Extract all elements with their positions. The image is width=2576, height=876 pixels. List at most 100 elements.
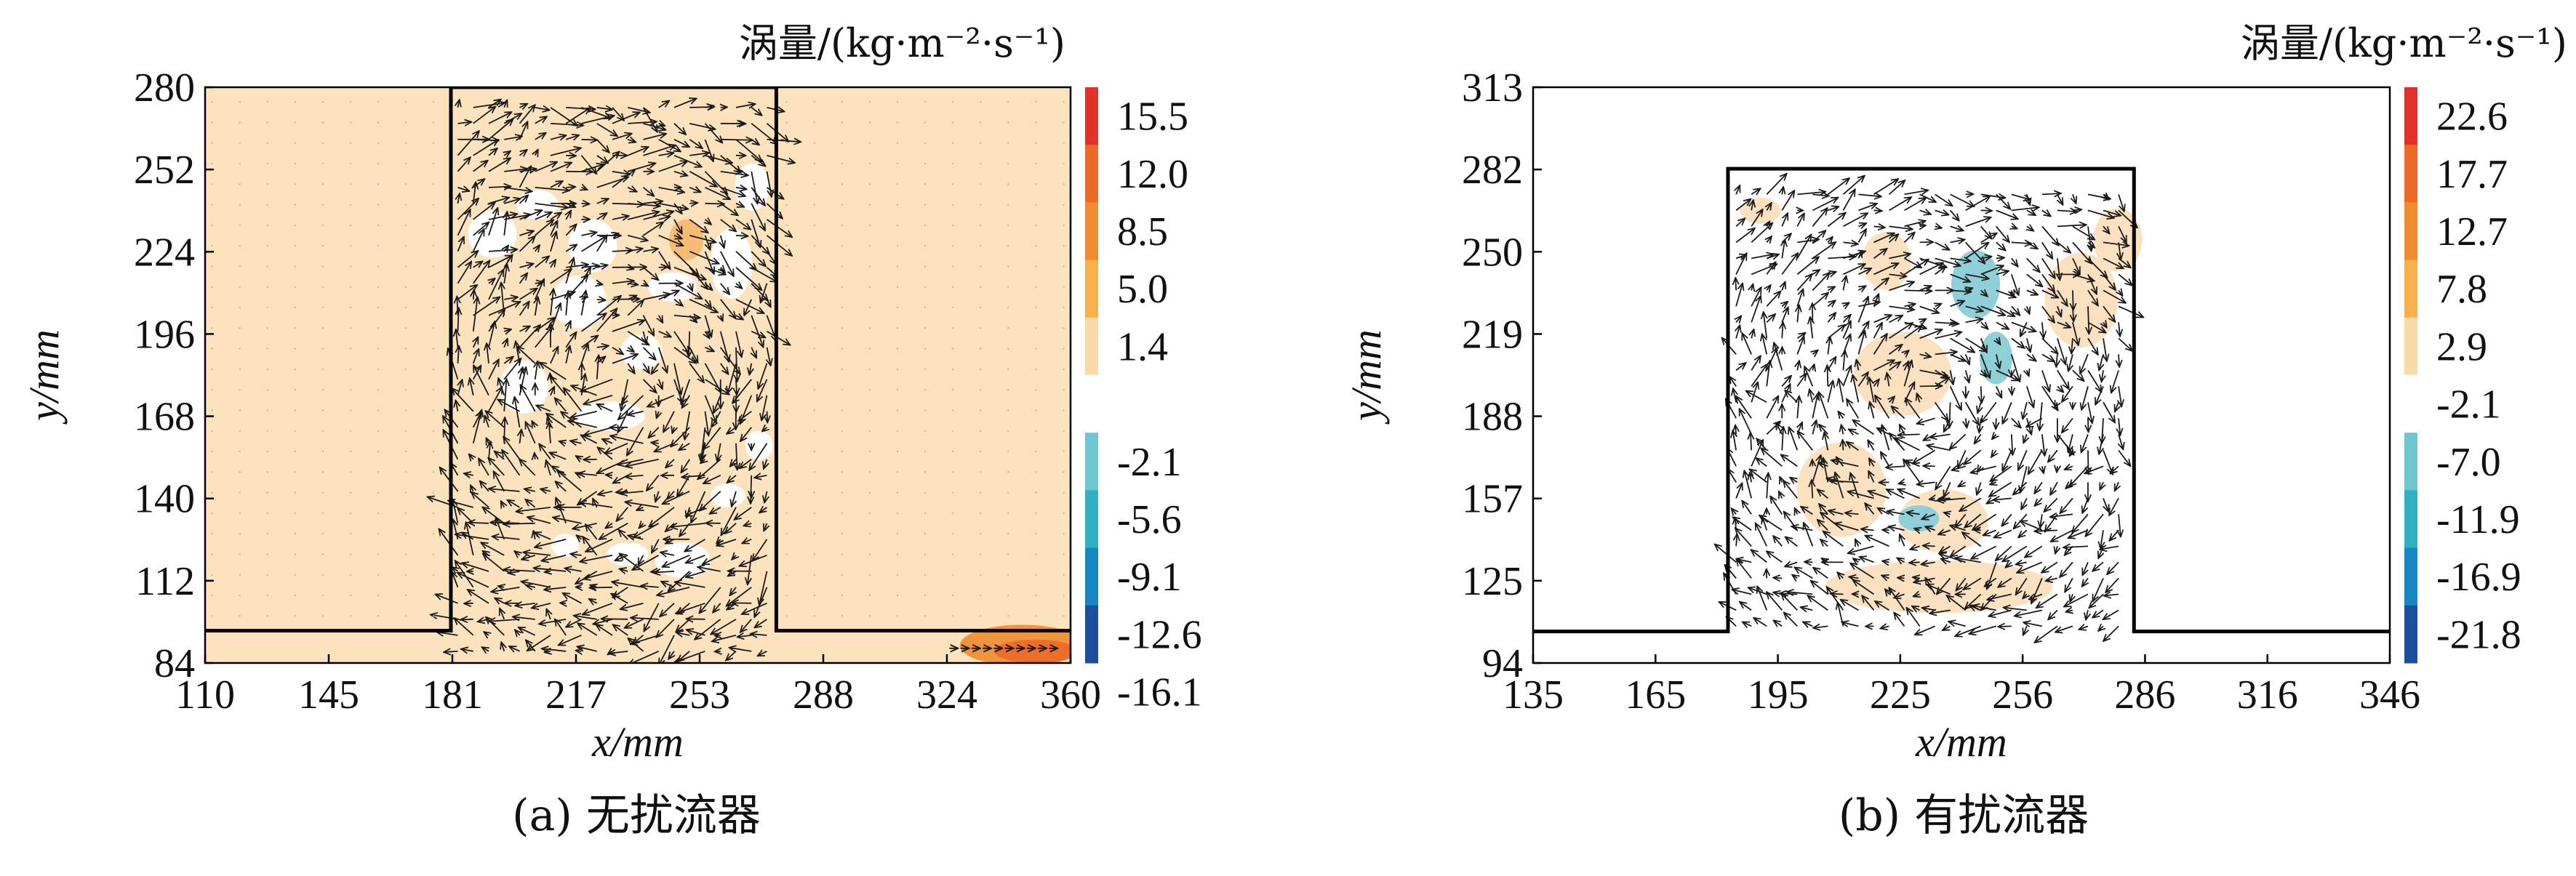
- vector-arrow: [658, 235, 684, 246]
- vector-arrow: [751, 251, 766, 267]
- wall-dot: [1007, 306, 1009, 309]
- wall-dot: [841, 553, 844, 555]
- vector-arrow: [1751, 296, 1761, 323]
- wall-dot: [896, 183, 899, 185]
- vector-arrow: [489, 489, 520, 491]
- x-tick-label: 346: [2359, 672, 2420, 718]
- vector-arrow: [535, 202, 568, 208]
- wall-dot: [211, 574, 213, 576]
- vector-arrow: [1749, 469, 1767, 483]
- wall-dot: [432, 512, 435, 515]
- colorbar-swatch: [2404, 433, 2417, 491]
- colorbar-swatch: [2404, 260, 2417, 318]
- vector-arrow: [627, 295, 636, 299]
- vector-arrow: [541, 554, 567, 561]
- y-tick-label: 125: [1462, 559, 1523, 604]
- wall-dot: [377, 389, 380, 391]
- vector-arrow: [659, 635, 675, 663]
- wall-dot: [785, 512, 788, 515]
- wall-dot: [294, 450, 296, 453]
- wall-dot: [294, 162, 296, 165]
- wall-dot: [813, 533, 815, 535]
- vector-arrow: [457, 193, 460, 204]
- wall-dot: [813, 265, 815, 268]
- wall-dot: [785, 389, 788, 391]
- wall-dot: [404, 265, 407, 268]
- vector-arrow: [1782, 187, 1783, 194]
- wall-dot: [321, 204, 324, 206]
- vector-arrow: [488, 158, 511, 172]
- vector-arrow: [1845, 513, 1859, 514]
- vector-arrow: [519, 273, 527, 284]
- wall-dot: [432, 450, 435, 453]
- wall-dots: [211, 101, 1065, 617]
- wall-dot: [349, 553, 352, 555]
- vector-arrow: [1817, 520, 1828, 531]
- wall-dot: [924, 491, 927, 494]
- wall-dot: [239, 347, 241, 350]
- vector-arrow: [751, 140, 759, 145]
- vector-arrow: [726, 651, 737, 661]
- vector-arrow: [503, 358, 521, 380]
- velocity-vectors: [1715, 174, 2144, 643]
- wall-dot: [432, 245, 435, 247]
- wall-dot: [841, 471, 844, 473]
- y-tick-label: 280: [134, 65, 195, 110]
- colorbar-swatch: [1085, 87, 1098, 145]
- vector-arrow: [572, 522, 597, 529]
- wall-dot: [1007, 286, 1009, 288]
- wall-dot: [813, 101, 815, 103]
- wall-dot: [211, 162, 213, 165]
- wall-dot: [868, 142, 871, 144]
- wall-dot: [841, 286, 844, 288]
- vector-arrow: [620, 602, 644, 609]
- vector-arrow: [686, 554, 705, 563]
- vector-arrow: [550, 303, 561, 332]
- vector-arrow: [1781, 376, 1791, 387]
- vector-arrow: [452, 388, 474, 412]
- vector-arrow: [766, 235, 792, 256]
- wall-dot: [924, 574, 927, 576]
- vector-arrow: [605, 523, 612, 529]
- wall-dot: [377, 162, 380, 165]
- vector-arrow: [1735, 199, 1751, 212]
- wall-dot: [868, 389, 871, 391]
- colorbar-swatch: [2404, 605, 2417, 664]
- vector-arrow: [1751, 254, 1773, 259]
- vector-arrow: [565, 257, 574, 284]
- vector-arrow: [620, 569, 628, 571]
- vector-arrow: [519, 326, 530, 331]
- vector-arrow: [657, 411, 659, 419]
- vector-arrow: [488, 321, 495, 348]
- vector-arrow: [501, 642, 504, 652]
- vector-arrow: [535, 108, 550, 110]
- vector-arrow: [625, 619, 644, 628]
- vector-arrow: [689, 203, 697, 204]
- vector-arrow: [596, 123, 617, 136]
- vector-arrow: [535, 318, 555, 332]
- wall-dot: [1007, 471, 1009, 473]
- wall-dot: [1063, 265, 1065, 268]
- vector-arrow: [1842, 315, 1851, 324]
- vector-arrow: [672, 427, 674, 433]
- vector-arrow: [1812, 420, 1816, 435]
- wall-dot: [980, 574, 982, 576]
- wall-dot: [924, 450, 927, 453]
- wall-dot: [1063, 327, 1065, 329]
- wall-dot: [980, 409, 982, 411]
- wall-dot: [951, 471, 954, 473]
- vector-arrow: [540, 362, 567, 380]
- y-tick-label: 224: [134, 230, 195, 275]
- vector-arrow: [1791, 526, 1813, 530]
- cavity-outline: [205, 87, 1071, 633]
- wall-dot: [841, 430, 844, 432]
- wall-dot: [404, 615, 407, 617]
- vector-arrow: [555, 398, 567, 412]
- vector-arrow: [735, 139, 762, 161]
- wall-dot: [211, 491, 213, 494]
- colorbar-swatch: [2404, 317, 2417, 376]
- vector-arrow: [498, 586, 504, 587]
- wall-dot: [294, 101, 296, 103]
- wall-dot: [785, 286, 788, 288]
- x-tick-label: 253: [669, 672, 730, 718]
